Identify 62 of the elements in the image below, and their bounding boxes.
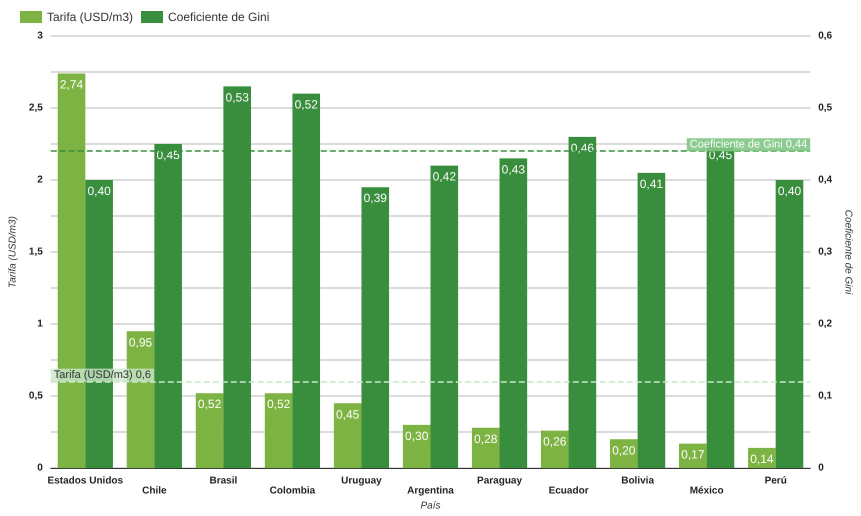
ref-line-label: Coeficiente de Gini 0,44 xyxy=(690,138,808,151)
y2-axis-title: Coeficiente de Gini xyxy=(842,210,854,296)
data-label: 0,52 xyxy=(266,397,291,412)
x-tick-label: Argentina xyxy=(407,486,454,497)
data-label: 0,40 xyxy=(87,184,112,198)
y-axis-title: Tarifa (USD/m3) xyxy=(8,216,18,288)
y-tick-label: 0 xyxy=(37,462,44,474)
data-label: 0,30 xyxy=(405,428,429,443)
bar xyxy=(638,172,666,468)
y2-tick-label: 0,4 xyxy=(818,174,833,186)
x-tick-label: Perú xyxy=(764,476,787,487)
bar xyxy=(264,393,292,468)
data-label: 0,95 xyxy=(128,335,153,350)
x-tick-label: México xyxy=(690,486,724,497)
y-tick-label: 1,5 xyxy=(28,246,44,258)
x-tick-label: Brasil xyxy=(209,476,238,487)
bar xyxy=(334,403,362,468)
data-label: 0,43 xyxy=(502,162,526,176)
x-tick-label: Colombia xyxy=(270,486,316,497)
ref-line-label: Tarifa (USD/m3) 0,6 xyxy=(54,369,152,382)
data-label: 0,42 xyxy=(432,170,456,184)
y2-tick-label: 0,6 xyxy=(818,30,833,42)
data-label: 0,52 xyxy=(294,98,318,112)
y-tick-label: 2,5 xyxy=(28,102,44,114)
data-label: 0,20 xyxy=(612,443,636,458)
y-tick-label: 1 xyxy=(37,318,44,330)
bar xyxy=(540,430,569,468)
y2-tick-label: 0,2 xyxy=(818,318,833,330)
y2-tick-label: 0 xyxy=(818,462,824,474)
y2-tick-label: 0,5 xyxy=(818,102,833,114)
bar xyxy=(776,180,804,468)
y-tick-label: 3 xyxy=(37,30,44,42)
data-label: 0,52 xyxy=(198,397,222,412)
x-tick-label: Estados Unidos xyxy=(48,476,124,487)
y-tick-label: 0,5 xyxy=(28,390,44,402)
x-tick-label: Chile xyxy=(142,486,168,497)
data-label: 0,28 xyxy=(474,432,498,446)
data-label: 0,39 xyxy=(364,191,388,206)
y2-tick-label: 0,3 xyxy=(818,246,833,258)
bar xyxy=(430,166,458,468)
legend-label: Tarifa (USD/m3) xyxy=(47,10,134,24)
x-tick-label: Bolivia xyxy=(621,476,654,487)
data-label: 0,26 xyxy=(543,434,567,449)
x-tick-label: Ecuador xyxy=(548,486,589,497)
data-label: 0,41 xyxy=(640,176,664,191)
y-tick-label: 2 xyxy=(37,174,44,186)
data-label: 0,40 xyxy=(778,184,802,198)
x-tick-label: Uruguay xyxy=(341,476,382,487)
data-label: 2,74 xyxy=(60,77,84,92)
bar xyxy=(361,187,390,468)
data-label: 0,45 xyxy=(336,407,360,422)
data-label: 0,14 xyxy=(750,452,774,466)
x-tick-label: Paraguay xyxy=(477,476,522,487)
bar xyxy=(402,424,430,468)
y2-tick-label: 0,1 xyxy=(818,390,833,402)
bar xyxy=(500,158,528,468)
bar xyxy=(472,428,500,468)
data-label: 0,17 xyxy=(681,448,705,462)
legend-label: Coeficiente de Gini xyxy=(168,10,270,24)
x-axis-title: País xyxy=(420,500,441,512)
data-label: 0,53 xyxy=(226,90,250,104)
bar xyxy=(196,393,224,468)
